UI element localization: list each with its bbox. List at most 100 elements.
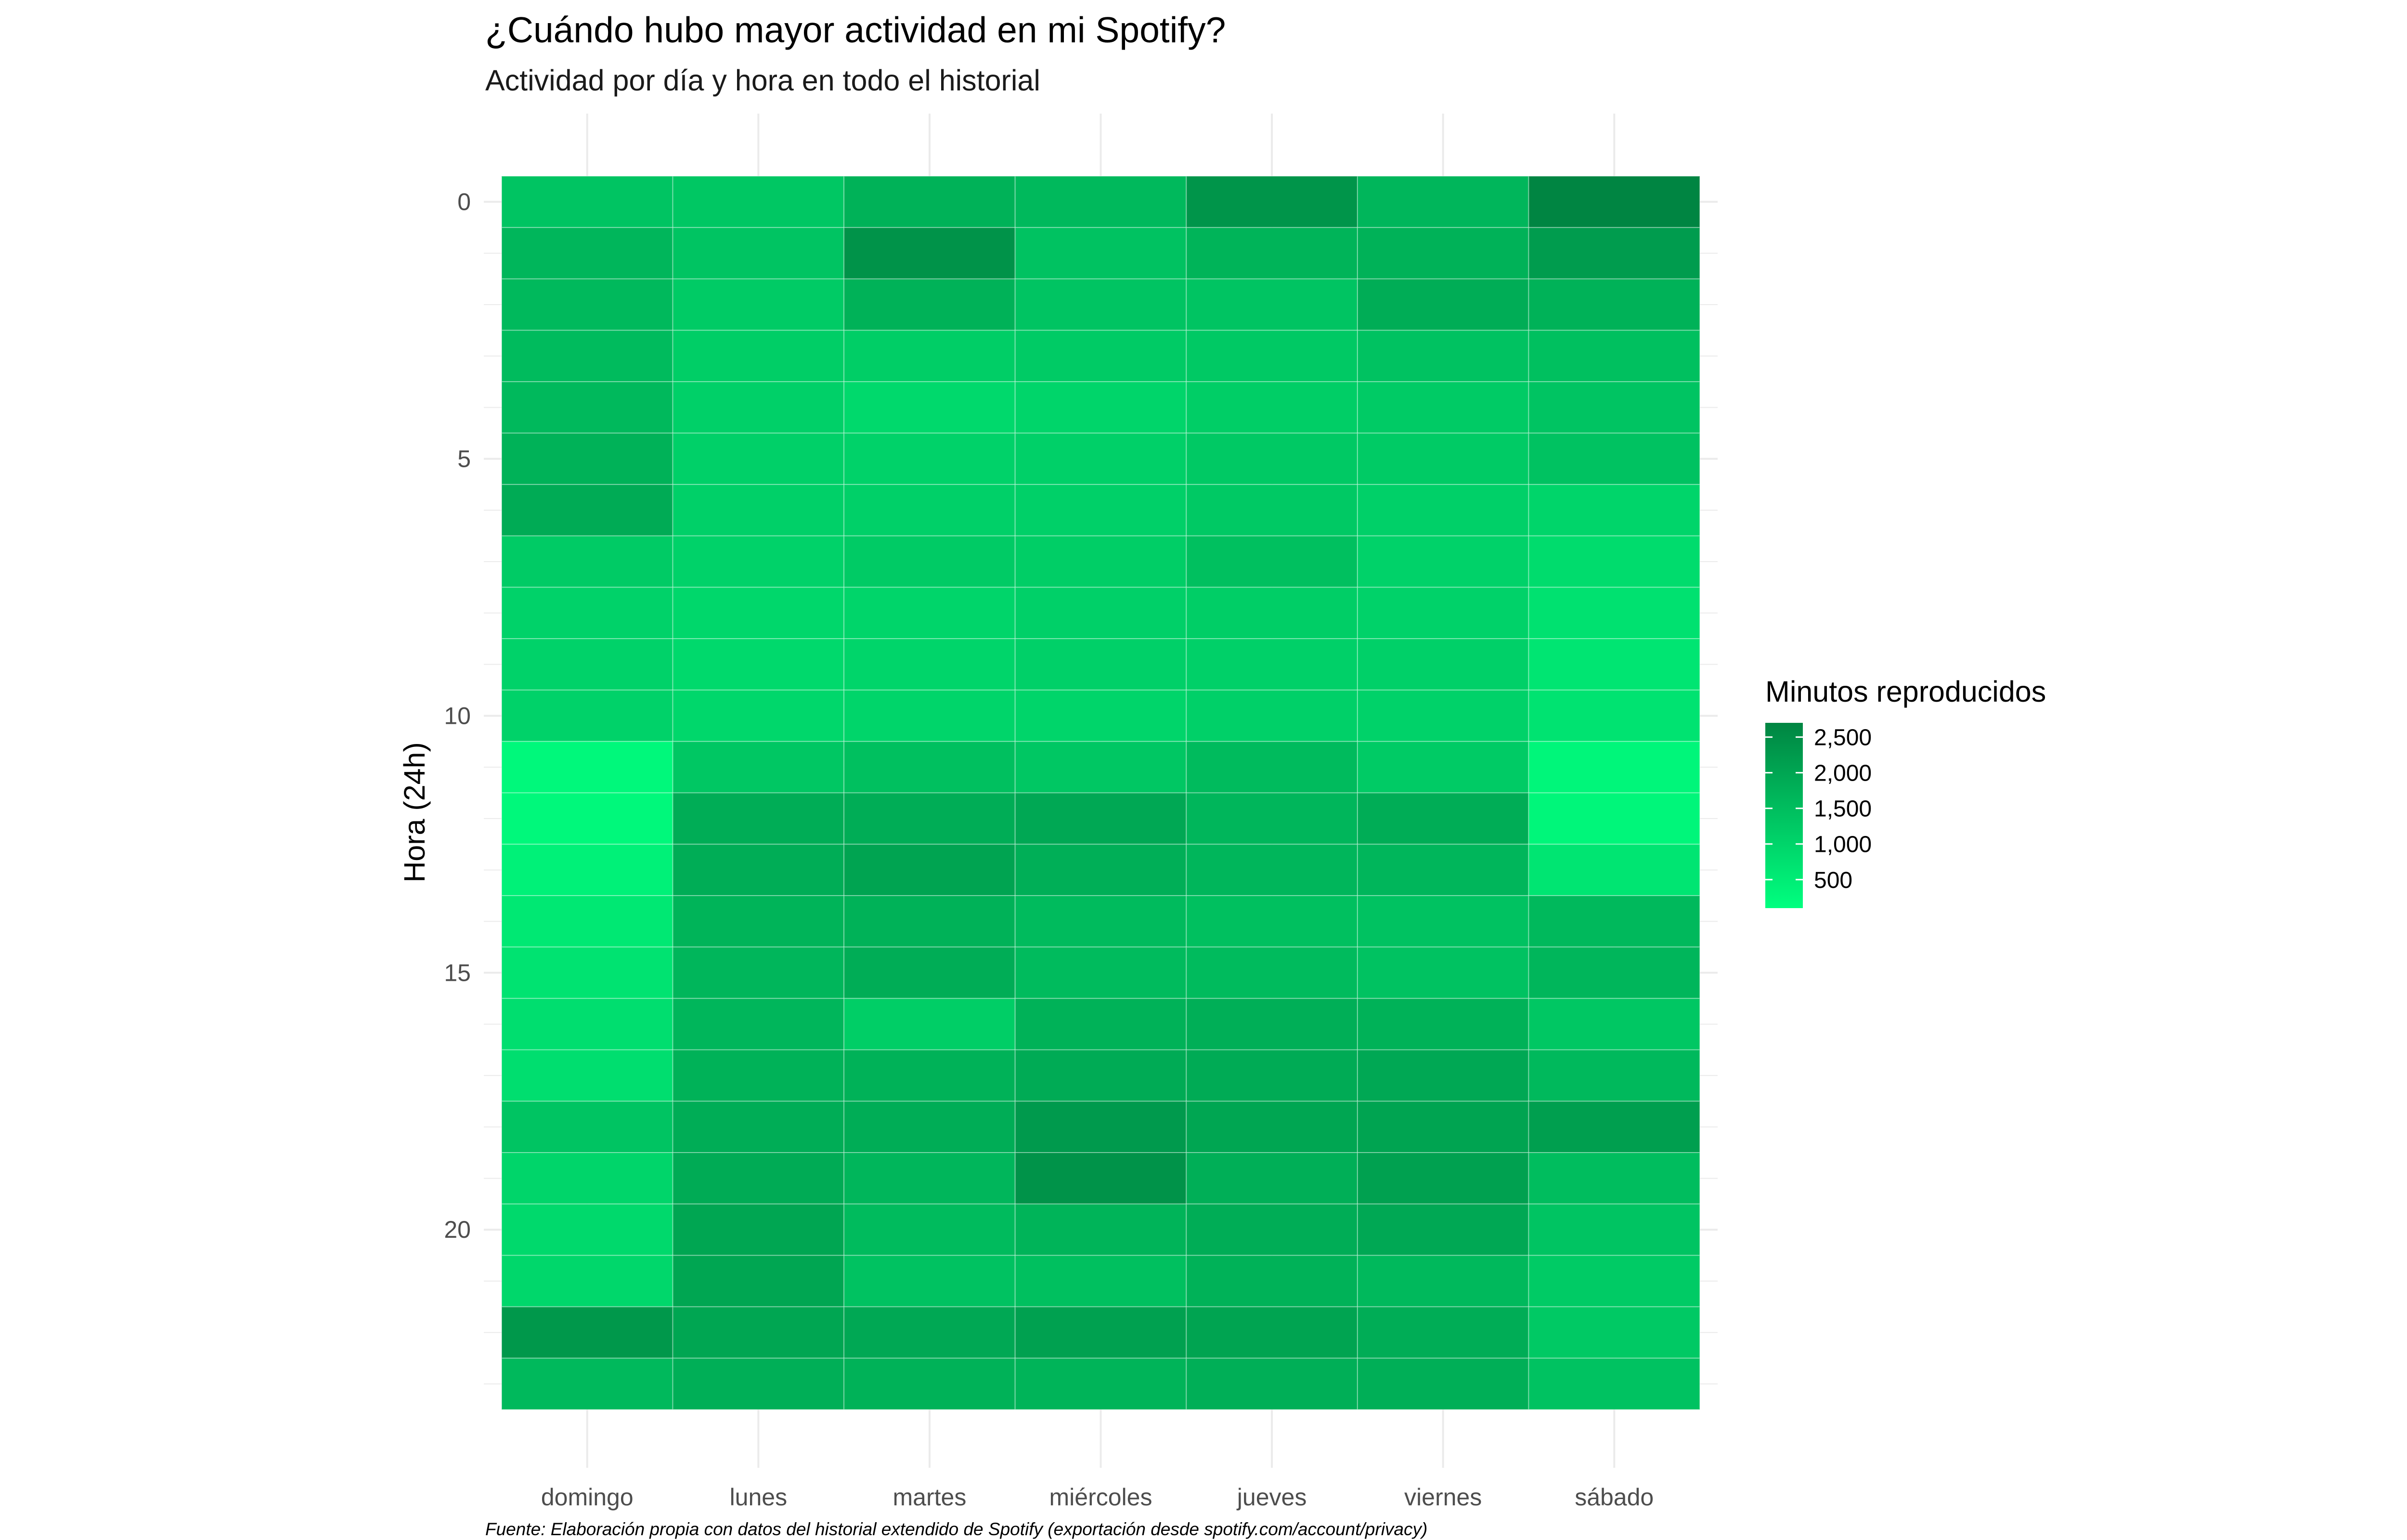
legend-tick-label: 1,500 [1814,796,1872,822]
heatmap-cell [1528,742,1700,793]
heatmap-cell [1015,999,1187,1050]
heatmap-cell [1186,742,1358,793]
heatmap-cell [1528,382,1700,433]
heatmap-cell [1528,176,1700,228]
heatmap-cell [502,639,673,690]
heatmap-cell [844,793,1015,845]
heatmap-cell [673,279,844,331]
heatmap-cell [1358,1204,1529,1256]
heatmap-cell [502,587,673,639]
heatmap-cell [844,1358,1015,1410]
heatmap-cell [502,793,673,845]
heatmap-cell [673,228,844,279]
heatmap-cell [673,793,844,845]
legend-title: Minutos reproducidos [1765,675,2046,708]
heatmap-cell [1358,844,1529,896]
heatmap-cell [844,382,1015,433]
heatmap-cell [1528,1101,1700,1153]
legend-tick-label: 2,000 [1814,761,1872,786]
heatmap-cell [673,1256,844,1307]
chart-caption: Fuente: Elaboración propia con datos del… [485,1519,1427,1539]
heatmap-cell [1358,690,1529,742]
heatmap-cell [1186,1050,1358,1101]
heatmap-cell [1015,639,1187,690]
heatmap-cell [673,1153,844,1204]
heatmap-cell [502,690,673,742]
heatmap-cell [502,1204,673,1256]
heatmap-cell [1358,1101,1529,1153]
heatmap-cell [1186,639,1358,690]
heatmap-cell [1186,587,1358,639]
heatmap-cell [844,1204,1015,1256]
heatmap-cell [502,228,673,279]
heatmap-cell [844,485,1015,536]
heatmap-cell [502,1256,673,1307]
heatmap-cell [1015,896,1187,947]
heatmap-cell [1358,228,1529,279]
chart-title: ¿Cuándo hubo mayor actividad en mi Spoti… [485,10,1226,50]
heatmap-cell [844,279,1015,331]
heatmap-cell [1015,690,1187,742]
y-tick-label: 10 [444,702,471,729]
heatmap-cell [1186,1358,1358,1410]
heatmap-cell [1015,947,1187,999]
heatmap-cell [673,639,844,690]
y-tick-label: 15 [444,959,471,986]
heatmap-cell [502,176,673,228]
heatmap-cell [1528,279,1700,331]
heatmap-cell [502,485,673,536]
y-axis-ticks: 0 5 10 15 20 [444,188,471,1243]
heatmap-cell [1015,330,1187,382]
y-axis-label: Hora (24h) [398,742,431,883]
heatmap-cell [1186,1153,1358,1204]
heatmap-cell [1186,793,1358,845]
heatmap-cell [1015,485,1187,536]
heatmap-cell [1015,1204,1187,1256]
heatmap-cell [1186,433,1358,485]
heatmap-cell [502,1153,673,1204]
heatmap-cell [844,947,1015,999]
heatmap-cell [844,1101,1015,1153]
heatmap-cell [673,382,844,433]
heatmap-cell [1358,587,1529,639]
heatmap-cell [1358,1256,1529,1307]
heatmap-cell [1186,999,1358,1050]
y-tick-label: 20 [444,1216,471,1243]
heatmap-cell [1015,1256,1187,1307]
heatmap-cell [502,1050,673,1101]
heatmap-cell [1528,639,1700,690]
y-tick-label: 0 [457,188,471,215]
heatmap-cell [673,1358,844,1410]
heatmap-cell [1528,844,1700,896]
heatmap-cell [1528,536,1700,588]
heatmap-cell [1186,1101,1358,1153]
heatmap-cell [1528,1307,1700,1358]
heatmap-cell [673,485,844,536]
heatmap-cell [844,999,1015,1050]
heatmap-cell [1186,176,1358,228]
heatmap-cell [1186,896,1358,947]
heatmap-cell [1358,639,1529,690]
heatmap-cell [1358,176,1529,228]
heatmap-cell [502,1307,673,1358]
heatmap-cell [1015,1307,1187,1358]
heatmap-cell [673,844,844,896]
heatmap-cell [844,1153,1015,1204]
heatmap-cell [1186,1204,1358,1256]
heatmap-cell [1015,844,1187,896]
heatmap-cell [1528,330,1700,382]
x-tick-label: martes [893,1484,967,1511]
heatmap-cell [1358,793,1529,845]
heatmap-cell [1358,742,1529,793]
heatmap-cell [502,947,673,999]
heatmap-cell [1015,176,1187,228]
heatmap-cell [1528,1050,1700,1101]
heatmap-cell [1186,690,1358,742]
heatmap-cell [1015,279,1187,331]
heatmap-cell [1358,1153,1529,1204]
heatmap-cell [844,639,1015,690]
heatmap-cell [1186,844,1358,896]
heatmap-cell [1528,793,1700,845]
heatmap-cell [1528,690,1700,742]
